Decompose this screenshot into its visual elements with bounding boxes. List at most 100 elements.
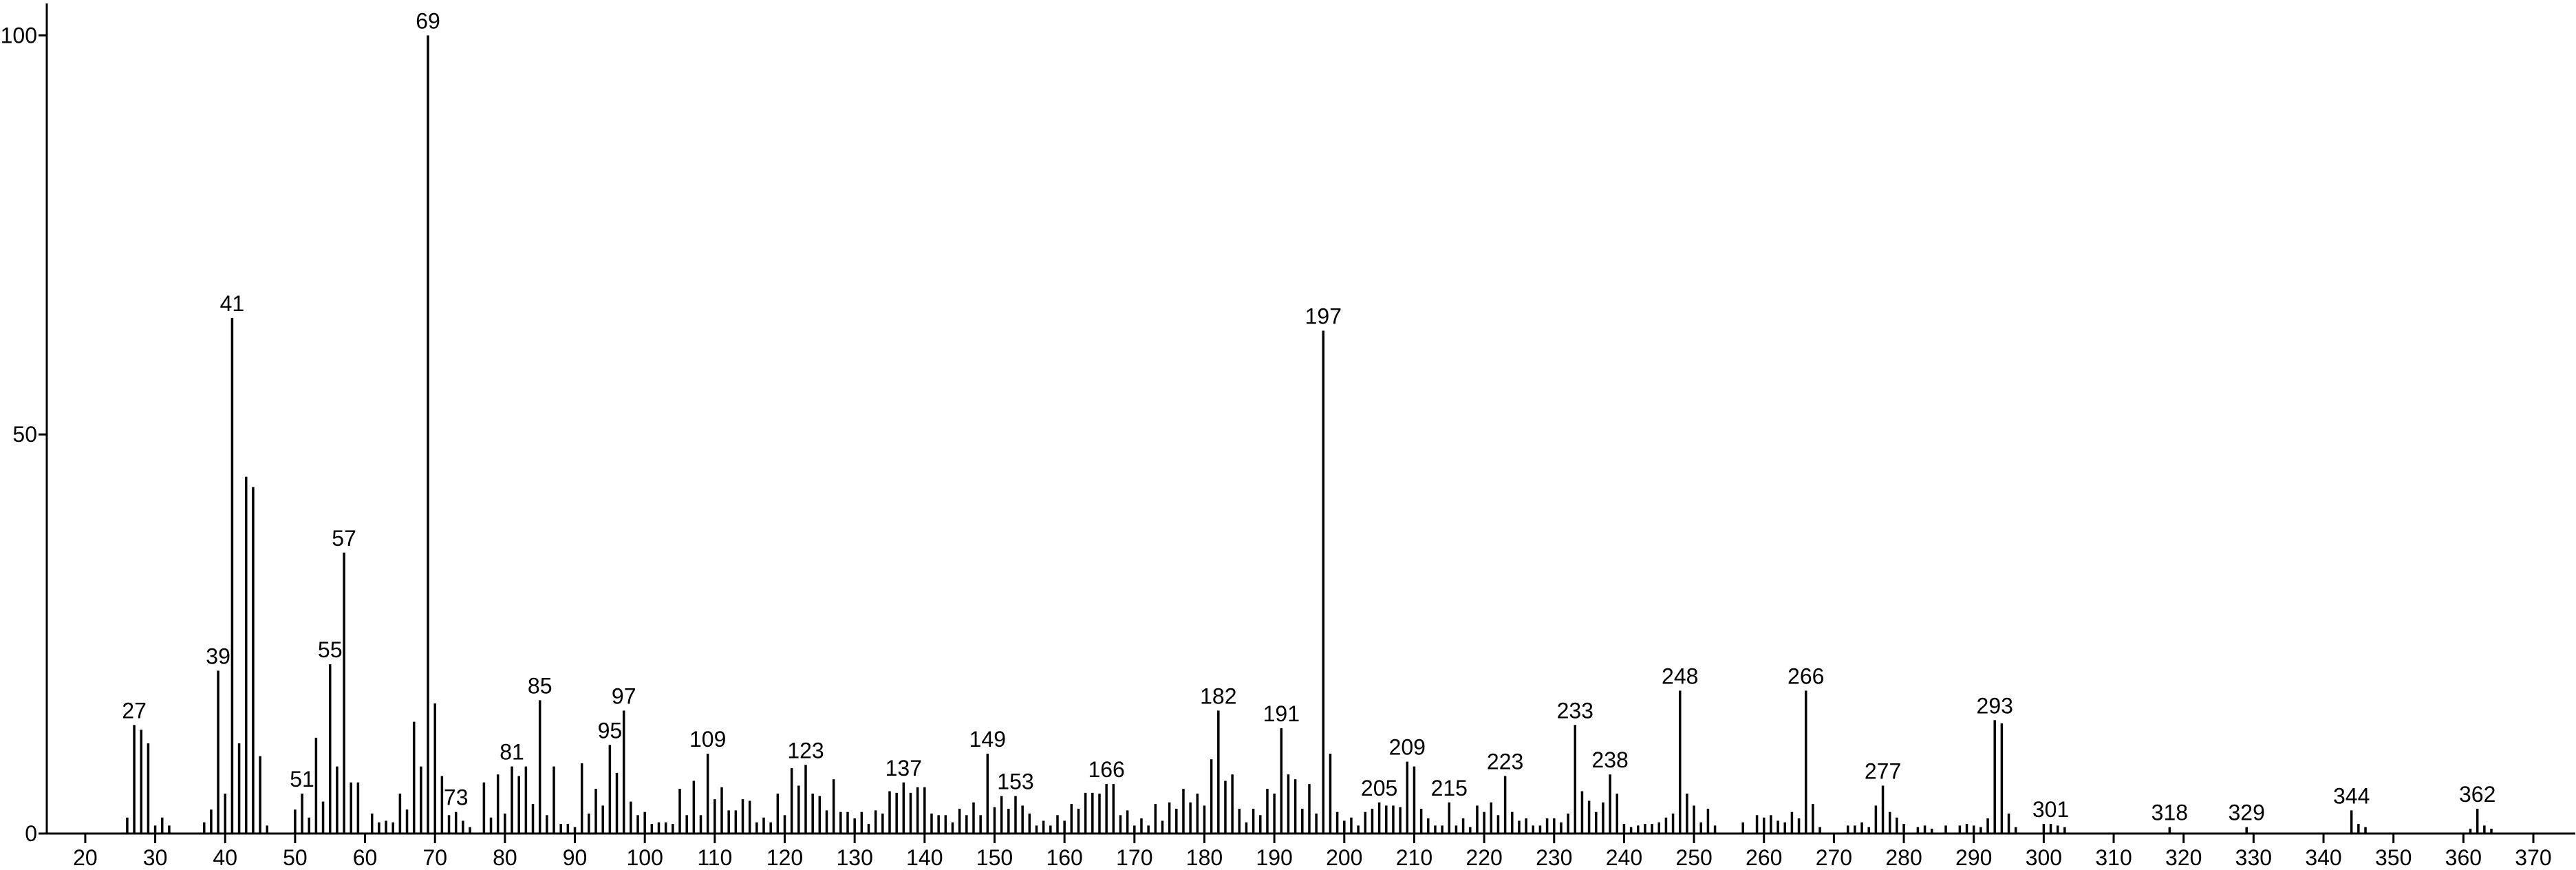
peak-bar bbox=[1098, 794, 1101, 834]
peak-bar bbox=[1385, 805, 1388, 834]
peak-bar bbox=[748, 800, 751, 834]
peak-bar bbox=[1867, 827, 1870, 834]
x-tick-label: 190 bbox=[1256, 845, 1292, 870]
peak-bar bbox=[1902, 824, 1905, 834]
peak-bar bbox=[1014, 796, 1017, 834]
peak-bar bbox=[1916, 827, 1920, 834]
peak-bar bbox=[294, 809, 297, 834]
peak-bar bbox=[1175, 809, 1178, 834]
peak-bar bbox=[713, 799, 716, 834]
peak-bar bbox=[559, 824, 562, 834]
peak-label: 266 bbox=[1788, 664, 1824, 688]
x-tick-label: 50 bbox=[283, 845, 308, 870]
peak-bar bbox=[839, 811, 842, 834]
peak-bar bbox=[818, 796, 822, 834]
peak-bar bbox=[2049, 824, 2052, 834]
peak-bar bbox=[1322, 330, 1325, 834]
peak-bar bbox=[1168, 802, 1171, 834]
peak-bar bbox=[1923, 825, 1926, 834]
peak-bar bbox=[1881, 785, 1885, 834]
y-tick-label: 100 bbox=[1, 23, 37, 47]
peak-bar bbox=[2476, 809, 2479, 834]
peak-bar bbox=[1580, 791, 1584, 834]
peak-bar bbox=[1301, 809, 1304, 834]
peak-bar bbox=[783, 815, 786, 834]
peak-bar bbox=[902, 782, 905, 834]
peak-bar bbox=[504, 814, 506, 834]
peak-bar bbox=[1629, 827, 1633, 834]
peak-bar bbox=[797, 785, 800, 834]
peak-bar bbox=[1049, 825, 1052, 834]
peak-bar bbox=[846, 811, 849, 834]
peak-label: 73 bbox=[444, 785, 469, 810]
peak-bar bbox=[1231, 774, 1234, 834]
peak-bar bbox=[538, 700, 541, 834]
peak-bar bbox=[147, 743, 150, 834]
peak-bar bbox=[1699, 822, 1703, 834]
x-tick-label: 320 bbox=[2165, 845, 2202, 870]
peak-bar bbox=[832, 779, 835, 834]
peak-bar bbox=[2490, 829, 2493, 834]
peak-bar bbox=[699, 815, 702, 834]
peak-bar bbox=[1986, 818, 1989, 834]
peak-bar bbox=[1308, 784, 1311, 834]
peak-bar bbox=[867, 824, 870, 834]
peak-label: 277 bbox=[1865, 758, 1901, 783]
peak-bar bbox=[1476, 805, 1479, 834]
peak-bar bbox=[133, 725, 136, 834]
peak-bar bbox=[930, 814, 933, 834]
peak-label: 95 bbox=[598, 718, 623, 743]
peak-bar bbox=[916, 787, 919, 834]
peak-bar bbox=[580, 763, 583, 834]
peak-bar bbox=[1406, 761, 1409, 834]
peak-bar bbox=[1413, 766, 1416, 834]
peak-bar bbox=[1252, 809, 1255, 834]
peak-bar bbox=[1350, 817, 1353, 834]
peak-bar bbox=[160, 817, 164, 834]
peak-bar bbox=[308, 817, 310, 834]
peak-bar bbox=[412, 721, 416, 834]
peak-bar bbox=[1294, 779, 1297, 834]
peak-bar bbox=[1664, 817, 1668, 834]
peak-bar bbox=[1280, 728, 1283, 834]
peak-label: 215 bbox=[1431, 776, 1468, 800]
peak-bar bbox=[958, 809, 961, 834]
peak-bar bbox=[546, 815, 548, 834]
peak-bar bbox=[1854, 825, 1856, 834]
peak-bar bbox=[566, 824, 570, 834]
peak-bar bbox=[524, 766, 528, 834]
x-tick-label: 80 bbox=[493, 845, 517, 870]
x-tick-label: 250 bbox=[1675, 845, 1712, 870]
x-tick-label: 130 bbox=[836, 845, 872, 870]
peak-label: 233 bbox=[1557, 698, 1593, 723]
x-tick-label: 60 bbox=[353, 845, 378, 870]
peak-bar bbox=[1574, 725, 1577, 834]
peak-bar bbox=[469, 827, 471, 834]
peak-bar bbox=[1846, 825, 1849, 834]
x-tick-label: 170 bbox=[1116, 845, 1152, 870]
peak-bar bbox=[1371, 809, 1374, 834]
y-tick-label: 0 bbox=[25, 821, 37, 846]
x-tick-label: 120 bbox=[766, 845, 803, 870]
peak-bar bbox=[986, 754, 989, 834]
peak-label: 191 bbox=[1263, 701, 1300, 726]
peak-bar bbox=[993, 807, 996, 834]
peak-bar bbox=[1042, 820, 1045, 834]
peak-bar bbox=[1560, 822, 1563, 834]
peak-bar bbox=[1644, 824, 1646, 834]
x-tick-label: 240 bbox=[1606, 845, 1642, 870]
peak-bar bbox=[2014, 827, 2017, 834]
peak-bar bbox=[1595, 811, 1598, 834]
peak-bar bbox=[965, 815, 968, 834]
peak-bar bbox=[1070, 804, 1073, 834]
peak-bar bbox=[1553, 818, 1556, 834]
peak-bar bbox=[462, 820, 464, 834]
peak-bar bbox=[811, 794, 814, 834]
peak-bar bbox=[672, 824, 674, 834]
peak-label: 137 bbox=[886, 756, 922, 781]
peak-bar bbox=[1335, 811, 1339, 834]
peak-bar bbox=[1427, 818, 1430, 834]
peak-bar bbox=[1965, 824, 1968, 834]
x-tick-label: 200 bbox=[1326, 845, 1362, 870]
